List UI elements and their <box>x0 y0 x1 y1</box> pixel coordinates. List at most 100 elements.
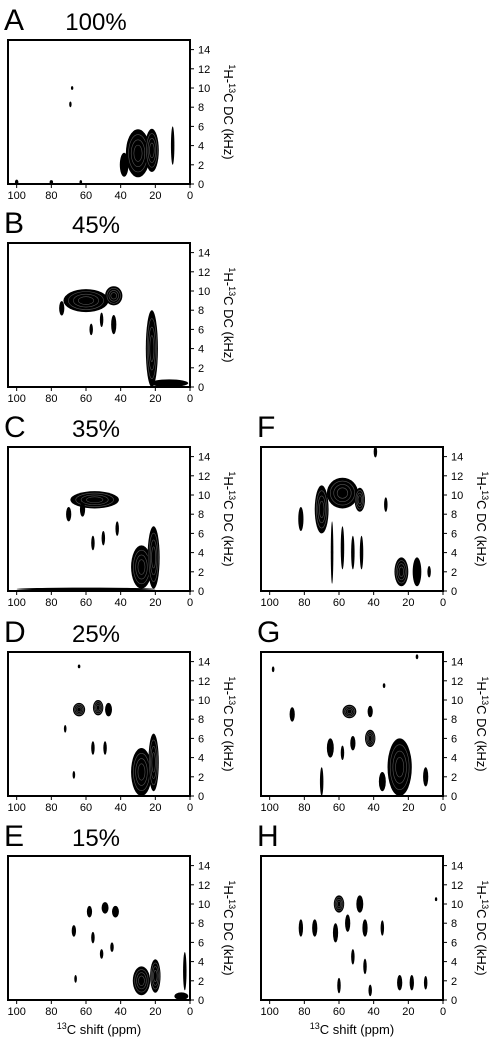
y-tick-label: 12 <box>198 880 210 892</box>
x-tick-label: 0 <box>187 597 193 609</box>
contour-peak <box>378 772 386 792</box>
contour-peak <box>79 502 86 517</box>
peak-group <box>63 664 159 796</box>
y-tick-label: 14 <box>451 861 463 873</box>
y-tick-label: 2 <box>198 976 204 988</box>
x-tick-label: 80 <box>298 597 310 609</box>
contour-peak <box>89 323 93 336</box>
panel-label: E <box>4 820 24 853</box>
contour-line <box>86 496 104 504</box>
x-tick-label: 60 <box>333 802 345 814</box>
contour-peak <box>112 905 119 918</box>
contour-line <box>94 703 102 713</box>
contour-line <box>319 500 325 518</box>
x-tick-label: 0 <box>440 802 446 814</box>
y-tick-label: 8 <box>198 305 204 317</box>
contour-line <box>152 966 159 986</box>
x-tick-label: 100 <box>7 393 25 405</box>
contour-peak <box>170 126 175 165</box>
plot-frame <box>7 446 191 592</box>
contour-line <box>150 962 160 990</box>
contour-peak <box>144 128 159 172</box>
contour-peak <box>298 507 304 531</box>
contour-peak <box>319 767 324 796</box>
y-tick-label: 14 <box>198 248 210 260</box>
contour-peak <box>183 952 187 991</box>
contour-peak <box>354 487 365 512</box>
contour-line <box>398 566 405 577</box>
x-tick-label: 0 <box>187 802 193 814</box>
y-tick-label: 6 <box>198 121 204 133</box>
contour-line <box>135 554 148 580</box>
contour-peak <box>174 992 189 1000</box>
contour-peak <box>111 315 117 335</box>
y-tick-label: 6 <box>198 937 204 949</box>
x-tick-label: 40 <box>368 1006 380 1018</box>
contour-peak <box>289 707 295 722</box>
y-tick-label: 12 <box>198 471 210 483</box>
contour-line <box>151 546 156 569</box>
contour-line <box>335 898 343 910</box>
y-tick-label: 4 <box>451 957 457 969</box>
y-tick-label: 12 <box>198 64 210 76</box>
contour-line <box>343 705 356 718</box>
contour-peak <box>271 666 275 673</box>
contour-line <box>137 763 146 781</box>
contour-peak <box>63 724 67 733</box>
y-tick-label: 14 <box>198 657 210 669</box>
contour-line <box>392 750 407 784</box>
x-tick-label: 60 <box>333 1006 345 1018</box>
y-tick-label: 0 <box>451 995 457 1007</box>
contour-peak <box>340 745 345 760</box>
y-tick-label: 6 <box>451 528 457 540</box>
contour-line <box>138 975 145 986</box>
y-tick-label: 14 <box>451 657 463 669</box>
panel-label: F <box>257 411 275 444</box>
x-tick-label: 0 <box>440 1006 446 1018</box>
contour-line <box>333 484 352 502</box>
y-tick-label: 10 <box>198 490 210 502</box>
x-tick-label: 60 <box>80 190 92 202</box>
plot-frame <box>260 855 444 1001</box>
x-tick-label: 20 <box>149 802 161 814</box>
contour-line <box>108 290 119 302</box>
x-tick-label: 20 <box>149 393 161 405</box>
contour-line <box>74 704 85 716</box>
panel-percent: 45% <box>72 212 120 239</box>
contour-line <box>317 495 326 524</box>
contour-peak <box>423 767 429 787</box>
contour-line <box>149 335 155 362</box>
y-tick-label: 8 <box>451 509 457 521</box>
contour-peak <box>77 664 81 669</box>
contour-peak <box>150 959 161 993</box>
contour-line <box>137 559 146 575</box>
contour-line <box>355 490 365 510</box>
y-tick-label: 4 <box>198 957 204 969</box>
peak-group <box>298 895 438 997</box>
contour-peak <box>427 566 431 578</box>
y-tick-label: 2 <box>198 363 204 375</box>
x-tick-label: 20 <box>149 1006 161 1018</box>
x-tick-label: 100 <box>7 597 25 609</box>
x-tick-label: 40 <box>115 597 127 609</box>
y-axis-label: 1H-13C DC (kHz) <box>221 267 237 362</box>
y-tick-label: 10 <box>451 490 463 502</box>
y-tick-label: 10 <box>198 695 210 707</box>
peak-group <box>298 446 431 587</box>
y-tick-label: 4 <box>198 344 204 356</box>
y-tick-label: 8 <box>198 714 204 726</box>
y-tick-label: 0 <box>198 179 204 191</box>
y-axis-label: 1H-13C DC (kHz) <box>221 64 237 159</box>
x-tick-label: 20 <box>402 597 414 609</box>
contour-line <box>151 752 156 773</box>
contour-line <box>148 532 159 583</box>
contour-peak <box>86 905 93 918</box>
contour-peak <box>423 976 428 990</box>
contour-peak <box>70 86 74 90</box>
contour-peak <box>131 748 152 796</box>
contour-line <box>149 539 158 576</box>
plot-frame <box>7 39 191 185</box>
y-tick-label: 0 <box>198 382 204 394</box>
contour-peak <box>150 379 189 387</box>
contour-peak <box>351 535 355 570</box>
